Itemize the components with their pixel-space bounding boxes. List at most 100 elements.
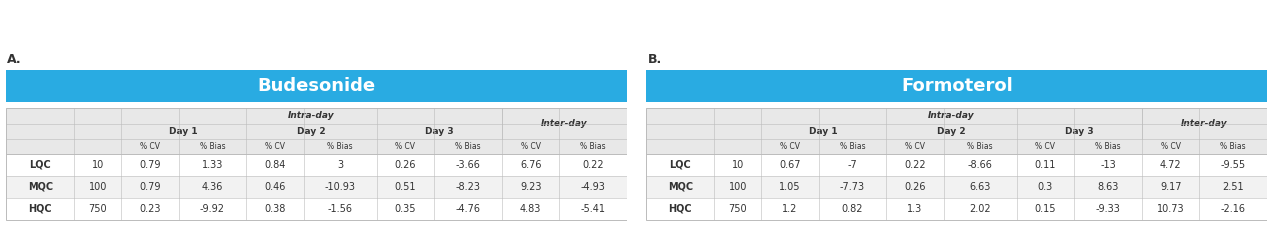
Text: 750: 750 (88, 204, 108, 214)
Text: 3: 3 (337, 160, 343, 170)
Text: 0.79: 0.79 (140, 160, 160, 170)
Text: Formoterol: Formoterol (901, 77, 1012, 95)
Text: % Bias: % Bias (1220, 142, 1247, 151)
Text: Day 1: Day 1 (809, 127, 838, 136)
Text: Intra-day: Intra-day (928, 111, 975, 120)
Bar (6, 70, 627, 102)
Text: -2.16: -2.16 (1221, 204, 1245, 214)
Text: % CV: % CV (521, 142, 540, 151)
Text: 0.84: 0.84 (265, 160, 285, 170)
Text: 8.63: 8.63 (1097, 182, 1119, 192)
Text: % CV: % CV (396, 142, 416, 151)
Text: -4.76: -4.76 (456, 204, 480, 214)
Bar (646, 108, 1267, 220)
Text: 0.23: 0.23 (140, 204, 160, 214)
Text: 4.36: 4.36 (202, 182, 223, 192)
Text: MQC: MQC (28, 182, 52, 192)
Text: 0.15: 0.15 (1034, 204, 1056, 214)
Text: 9.23: 9.23 (520, 182, 541, 192)
Text: 0.3: 0.3 (1038, 182, 1053, 192)
Text: Day 3: Day 3 (1065, 127, 1093, 136)
Text: 10.73: 10.73 (1157, 204, 1184, 214)
Text: % CV: % CV (140, 142, 160, 151)
Text: 100: 100 (728, 182, 748, 192)
Text: -7: -7 (847, 160, 858, 170)
Text: Inter-day: Inter-day (541, 119, 588, 128)
Text: % Bias: % Bias (580, 142, 607, 151)
Bar (646, 108, 1267, 154)
Text: 4.83: 4.83 (520, 204, 541, 214)
Text: -13: -13 (1101, 160, 1116, 170)
Bar (6, 154, 627, 176)
Text: Day 3: Day 3 (425, 127, 453, 136)
Text: 0.22: 0.22 (582, 160, 604, 170)
Text: % CV: % CV (1036, 142, 1056, 151)
Bar (6, 108, 627, 154)
Bar (6, 176, 627, 198)
Text: LQC: LQC (669, 160, 691, 170)
Text: 0.79: 0.79 (140, 182, 160, 192)
Text: % CV: % CV (905, 142, 925, 151)
Text: -1.56: -1.56 (328, 204, 353, 214)
Text: 10: 10 (732, 160, 744, 170)
Text: % CV: % CV (780, 142, 800, 151)
Text: 4.72: 4.72 (1160, 160, 1181, 170)
Text: % CV: % CV (265, 142, 285, 151)
Text: Day 2: Day 2 (937, 127, 966, 136)
Text: HQC: HQC (28, 204, 52, 214)
Text: -8.66: -8.66 (968, 160, 993, 170)
Bar (646, 70, 1267, 102)
Text: 0.46: 0.46 (265, 182, 285, 192)
Bar (646, 176, 1267, 198)
Text: 0.26: 0.26 (394, 160, 416, 170)
Text: 0.11: 0.11 (1034, 160, 1056, 170)
Text: -8.23: -8.23 (456, 182, 480, 192)
Text: 0.82: 0.82 (842, 204, 863, 214)
Text: % Bias: % Bias (328, 142, 353, 151)
Text: 6.63: 6.63 (969, 182, 991, 192)
Text: Budesonide: Budesonide (257, 77, 376, 95)
Text: % Bias: % Bias (200, 142, 225, 151)
Text: Inter-day: Inter-day (1181, 119, 1228, 128)
Text: 1.2: 1.2 (782, 204, 797, 214)
Text: HQC: HQC (668, 204, 692, 214)
Text: 1.05: 1.05 (780, 182, 800, 192)
Text: 100: 100 (88, 182, 108, 192)
Bar (6, 108, 627, 220)
Text: Day 2: Day 2 (297, 127, 326, 136)
Text: 0.22: 0.22 (904, 160, 925, 170)
Text: MQC: MQC (668, 182, 692, 192)
Bar (6, 198, 627, 220)
Text: % Bias: % Bias (1096, 142, 1121, 151)
Text: B.: B. (648, 53, 662, 66)
Text: 0.38: 0.38 (265, 204, 285, 214)
Text: -10.93: -10.93 (325, 182, 356, 192)
Text: -9.55: -9.55 (1221, 160, 1245, 170)
Text: 6.76: 6.76 (520, 160, 541, 170)
Text: % Bias: % Bias (456, 142, 481, 151)
Bar (646, 198, 1267, 220)
Text: 1.3: 1.3 (908, 204, 923, 214)
Text: LQC: LQC (29, 160, 51, 170)
Text: % Bias: % Bias (840, 142, 865, 151)
Text: 750: 750 (728, 204, 748, 214)
Text: Intra-day: Intra-day (288, 111, 335, 120)
Text: -9.33: -9.33 (1096, 204, 1120, 214)
Text: -9.92: -9.92 (200, 204, 225, 214)
Text: 2.51: 2.51 (1222, 182, 1244, 192)
Text: % Bias: % Bias (968, 142, 993, 151)
Text: Day 1: Day 1 (169, 127, 198, 136)
Text: A.: A. (8, 53, 22, 66)
Text: 1.33: 1.33 (202, 160, 223, 170)
Text: -5.41: -5.41 (581, 204, 605, 214)
Bar (646, 154, 1267, 176)
Text: -7.73: -7.73 (840, 182, 865, 192)
Text: 9.17: 9.17 (1160, 182, 1181, 192)
Text: 0.26: 0.26 (904, 182, 925, 192)
Text: 0.67: 0.67 (780, 160, 800, 170)
Text: -4.93: -4.93 (581, 182, 605, 192)
Text: 0.51: 0.51 (394, 182, 416, 192)
Text: -3.66: -3.66 (456, 160, 480, 170)
Text: 10: 10 (92, 160, 104, 170)
Text: 2.02: 2.02 (969, 204, 991, 214)
